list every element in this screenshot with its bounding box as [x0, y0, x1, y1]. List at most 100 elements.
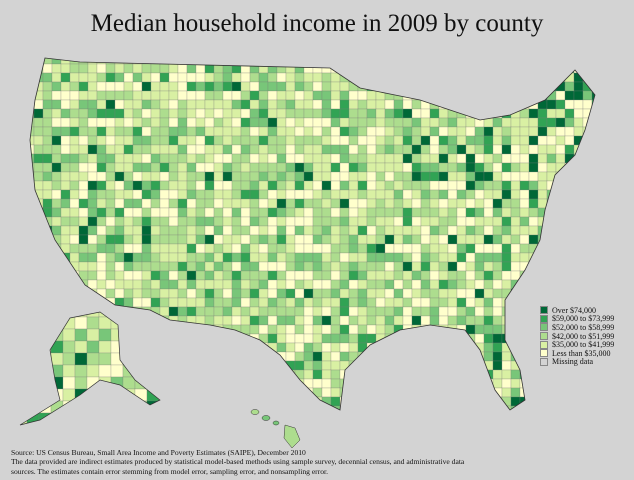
county-cell [78, 216, 89, 227]
county-cell [438, 288, 449, 299]
county-cell [303, 162, 314, 173]
county-cell [240, 153, 251, 164]
county-cell [168, 171, 179, 182]
county-cell [146, 376, 160, 390]
county-cell [204, 198, 215, 209]
county-cell [474, 243, 485, 254]
county-cell [384, 81, 395, 92]
county-cell [159, 63, 170, 74]
county-cell [146, 352, 160, 366]
county-cell [123, 333, 134, 344]
county-cell [195, 216, 206, 227]
county-cell [231, 117, 242, 128]
county-cell [276, 162, 287, 173]
county-cell [555, 234, 566, 245]
county-cell [519, 261, 530, 272]
county-cell [105, 270, 116, 281]
county-cell [62, 412, 76, 425]
county-cell [285, 243, 296, 254]
county-cell [110, 388, 124, 402]
county-cell [60, 288, 71, 299]
county-cell [528, 153, 539, 164]
county-cell [366, 396, 377, 407]
county-cell [537, 207, 548, 218]
county-cell [240, 279, 251, 290]
county-cell [510, 378, 521, 389]
county-cell [177, 126, 188, 137]
county-cell [483, 58, 494, 65]
county-cell [150, 63, 161, 74]
county-cell [501, 180, 512, 191]
county-cell [105, 387, 116, 398]
county-cell [402, 198, 413, 209]
county-cell [195, 58, 206, 65]
county-cell [60, 144, 71, 155]
county-cell [87, 243, 98, 254]
county-cell [114, 306, 125, 317]
county-cell [366, 198, 377, 209]
county-cell [267, 117, 278, 128]
county-cell [366, 405, 377, 410]
county-cell [474, 378, 485, 389]
county-cell [393, 315, 404, 326]
county-cell [30, 153, 35, 164]
county-cell [195, 135, 206, 146]
county-cell [474, 324, 485, 335]
county-cell [312, 207, 323, 218]
county-cell [204, 387, 215, 398]
county-cell [456, 225, 467, 236]
county-cell [456, 72, 467, 83]
county-cell [519, 153, 530, 164]
county-cell [150, 333, 161, 344]
county-cell [348, 216, 359, 227]
county-cell [411, 144, 422, 155]
county-cell [510, 189, 521, 200]
county-cell [222, 333, 233, 344]
county-cell [546, 108, 557, 119]
county-cell [258, 207, 269, 218]
county-cell [492, 351, 503, 362]
county-cell [141, 342, 152, 353]
county-cell [510, 405, 521, 410]
county-cell [177, 189, 188, 200]
county-cell [582, 288, 593, 299]
county-cell [384, 234, 395, 245]
county-cell [501, 387, 512, 398]
source-note: Source: US Census Bureau, Small Area Inc… [11, 448, 481, 476]
county-cell [150, 126, 161, 137]
county-cell [366, 288, 377, 299]
county-cell [159, 90, 170, 101]
county-cell [492, 189, 503, 200]
county-cell [438, 306, 449, 317]
hawaii [250, 409, 301, 449]
county-cell [357, 297, 368, 308]
county-cell [51, 270, 62, 281]
county-cell [528, 189, 539, 200]
county-cell [303, 234, 314, 245]
county-cell [294, 333, 305, 344]
county-cell [519, 63, 530, 74]
county-cell [134, 352, 148, 366]
county-cell [303, 387, 314, 398]
county-cell [546, 63, 557, 74]
county-cell [195, 279, 206, 290]
county-cell [420, 81, 431, 92]
county-cell [483, 387, 494, 398]
county-cell [249, 342, 260, 353]
county-cell [78, 58, 89, 65]
county-cell [465, 162, 476, 173]
county-cell [447, 99, 458, 110]
county-cell [330, 315, 341, 326]
county-cell [321, 234, 332, 245]
county-cell [339, 378, 350, 389]
county-cell [483, 243, 494, 254]
county-cell [294, 279, 305, 290]
county-cell [339, 279, 350, 290]
county-cell [213, 189, 224, 200]
county-cell [384, 72, 395, 83]
county-cell [240, 189, 251, 200]
county-cell [573, 234, 584, 245]
county-cell [204, 405, 215, 410]
county-cell [366, 387, 377, 398]
county-cell [366, 261, 377, 272]
